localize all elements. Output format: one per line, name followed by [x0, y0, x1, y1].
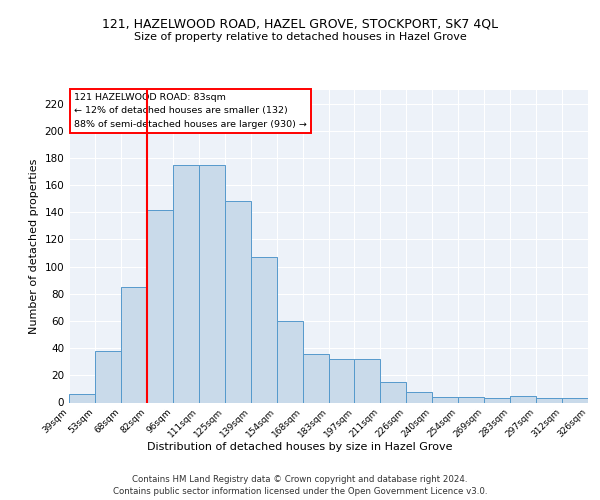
Bar	[406, 392, 432, 402]
Bar	[251, 257, 277, 402]
Text: Size of property relative to detached houses in Hazel Grove: Size of property relative to detached ho…	[134, 32, 466, 42]
Bar	[433, 397, 458, 402]
Bar	[562, 398, 588, 402]
Bar	[225, 202, 251, 402]
Text: Contains HM Land Registry data © Crown copyright and database right 2024.: Contains HM Land Registry data © Crown c…	[132, 474, 468, 484]
Bar	[199, 164, 224, 402]
Text: 121, HAZELWOOD ROAD, HAZEL GROVE, STOCKPORT, SK7 4QL: 121, HAZELWOOD ROAD, HAZEL GROVE, STOCKP…	[102, 18, 498, 30]
Text: Distribution of detached houses by size in Hazel Grove: Distribution of detached houses by size …	[147, 442, 453, 452]
Bar	[536, 398, 562, 402]
Bar	[277, 321, 302, 402]
Bar	[329, 359, 355, 403]
Bar	[69, 394, 95, 402]
Bar	[380, 382, 406, 402]
Bar	[510, 396, 536, 402]
Bar	[355, 359, 380, 403]
Text: Contains public sector information licensed under the Open Government Licence v3: Contains public sector information licen…	[113, 486, 487, 496]
Y-axis label: Number of detached properties: Number of detached properties	[29, 158, 39, 334]
Bar	[302, 354, 329, 403]
Bar	[147, 210, 173, 402]
Bar	[173, 164, 199, 402]
Bar	[458, 397, 484, 402]
Bar	[95, 351, 121, 403]
Bar	[121, 287, 147, 403]
Bar	[484, 398, 510, 402]
Text: 121 HAZELWOOD ROAD: 83sqm
← 12% of detached houses are smaller (132)
88% of semi: 121 HAZELWOOD ROAD: 83sqm ← 12% of detac…	[74, 93, 307, 128]
